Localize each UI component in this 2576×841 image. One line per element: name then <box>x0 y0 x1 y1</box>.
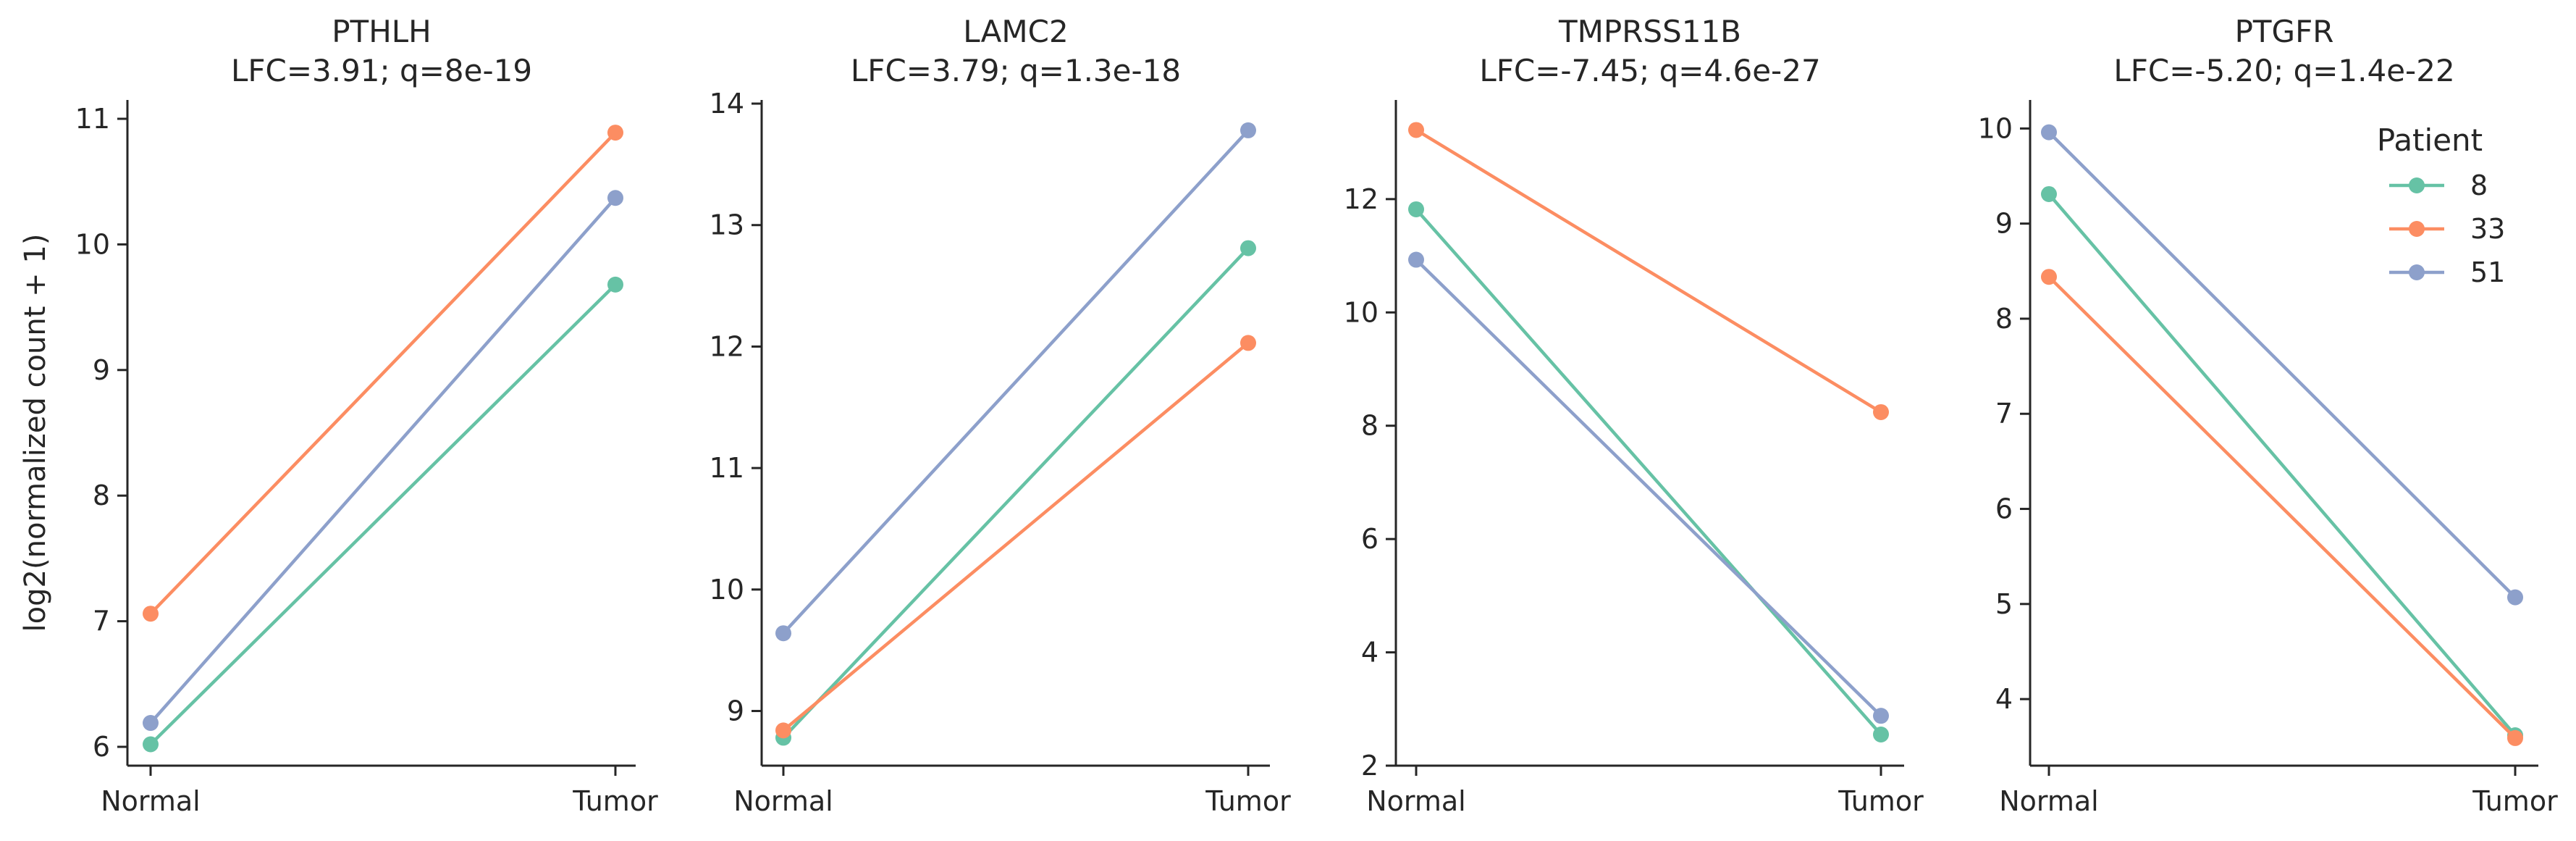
data-point-patient-8 <box>1873 726 1889 742</box>
y-tick-label: 10 <box>710 574 744 606</box>
series-line-patient-51 <box>1415 258 1882 717</box>
y-tick-label: 10 <box>1978 112 2013 144</box>
y-tick-label: 7 <box>93 606 110 637</box>
series-line-patient-8 <box>782 247 1250 739</box>
chart-panel-2: LAMC2 LFC=3.79; q=1.3e-18 9 10 11 12 13 14 Norma… <box>710 14 1291 817</box>
y-tick-label: 12 <box>1344 183 1379 215</box>
y-axis-label: log2(normalized count + 1) <box>19 234 52 632</box>
x-tick-label: Normal <box>101 785 201 817</box>
x-tick-label: Tumor <box>2472 785 2558 817</box>
y-tick-label: 4 <box>1361 637 1379 669</box>
series-line-patient-51 <box>2047 131 2517 599</box>
chart-panel-3: TMPRSS11B LFC=-7.45; q=4.6e-27 2 4 6 8 10 12 Nor… <box>1344 14 1924 817</box>
legend-entry-label: 51 <box>2470 256 2505 288</box>
y-tick-label: 6 <box>1995 493 2013 525</box>
x-tick-label: Normal <box>1999 785 2099 817</box>
legend-swatch-marker <box>2409 221 2425 237</box>
data-point-patient-51 <box>1408 251 1424 268</box>
y-tick-label: 14 <box>710 88 744 120</box>
legend-swatch-marker <box>2409 177 2425 193</box>
data-point-patient-33 <box>775 722 791 739</box>
x-tick-label: Tumor <box>1838 785 1924 817</box>
chart-title: PTHLH <box>332 14 432 49</box>
data-point-patient-33 <box>607 125 623 141</box>
chart-subtitle: LFC=3.91; q=8e-19 <box>231 53 532 88</box>
y-tick-label: 12 <box>710 330 744 362</box>
y-tick-label: 6 <box>1361 523 1379 555</box>
y-tick-label: 8 <box>93 480 110 511</box>
chart-title: PTGFR <box>2235 14 2334 49</box>
legend-entry-label: 8 <box>2470 170 2488 201</box>
legend-title: Patient <box>2377 122 2483 158</box>
series-line-patient-33 <box>1415 128 1882 414</box>
data-point-patient-8 <box>1408 201 1424 217</box>
series-line-patient-8 <box>1415 208 1882 736</box>
data-point-patient-33 <box>2041 269 2057 285</box>
y-tick-label: 11 <box>75 103 110 135</box>
chart-subtitle: LFC=-5.20; q=1.4e-22 <box>2113 53 2454 88</box>
y-tick-label: 9 <box>727 695 744 727</box>
y-tick-label: 5 <box>1995 588 2013 620</box>
series-line-patient-51 <box>149 196 617 724</box>
y-tick-label: 9 <box>1995 208 2013 240</box>
data-point-patient-33 <box>1408 122 1424 138</box>
y-tick-label: 9 <box>93 354 110 386</box>
series-line-patient-8 <box>149 283 617 746</box>
data-point-patient-51 <box>1240 122 1256 138</box>
data-point-patient-8 <box>607 276 623 293</box>
x-tick-label: Normal <box>733 785 833 817</box>
y-tick-label: 2 <box>1361 750 1379 782</box>
y-tick-label: 13 <box>710 209 744 241</box>
data-point-patient-51 <box>2041 124 2057 141</box>
data-point-patient-8 <box>2041 185 2057 202</box>
data-point-patient-51 <box>775 625 791 642</box>
y-tick-label: 6 <box>93 731 110 763</box>
series-line-patient-51 <box>782 129 1250 635</box>
chart-panel-1: PTHLH LFC=3.91; q=8e-19 6 7 8 9 10 11 Normal Tumo… <box>19 14 658 817</box>
y-tick-label: 11 <box>710 452 744 484</box>
y-tick-label: 8 <box>1995 303 2013 335</box>
data-point-patient-51 <box>143 715 159 732</box>
data-point-patient-8 <box>143 736 159 753</box>
chart-title: TMPRSS11B <box>1558 14 1741 49</box>
y-tick-label: 8 <box>1361 410 1379 442</box>
legend-entry-label: 33 <box>2470 213 2505 245</box>
series-line-patient-33 <box>149 131 617 615</box>
chart-subtitle: LFC=-7.45; q=4.6e-27 <box>1479 53 1820 88</box>
series-line-patient-8 <box>2047 193 2517 737</box>
data-point-patient-33 <box>1873 403 1889 420</box>
data-point-patient-33 <box>143 606 159 622</box>
data-point-patient-33 <box>2507 729 2523 746</box>
x-tick-label: Normal <box>1366 785 1466 817</box>
x-tick-label: Tumor <box>572 785 658 817</box>
data-point-patient-33 <box>1240 335 1256 351</box>
series-line-patient-33 <box>782 341 1250 732</box>
chart-title: LAMC2 <box>963 14 1068 49</box>
legend: Patient 8 33 51 <box>2377 122 2505 288</box>
chart-panel-4: PTGFR LFC=-5.20; q=1.4e-22 4 5 6 7 8 9 10 Normal T… <box>1978 14 2558 817</box>
legend-swatch-marker <box>2409 264 2425 280</box>
y-tick-label: 10 <box>75 228 110 260</box>
data-point-patient-8 <box>1240 240 1256 256</box>
y-tick-label: 10 <box>1344 296 1379 328</box>
y-tick-label: 4 <box>1995 683 2013 715</box>
series-line-patient-33 <box>2047 275 2517 740</box>
chart-subtitle: LFC=3.79; q=1.3e-18 <box>851 53 1181 88</box>
x-tick-label: Tumor <box>1205 785 1291 817</box>
data-point-patient-51 <box>1873 708 1889 724</box>
data-point-patient-51 <box>607 190 623 206</box>
data-point-patient-51 <box>2507 589 2523 606</box>
y-tick-label: 7 <box>1995 398 2013 430</box>
